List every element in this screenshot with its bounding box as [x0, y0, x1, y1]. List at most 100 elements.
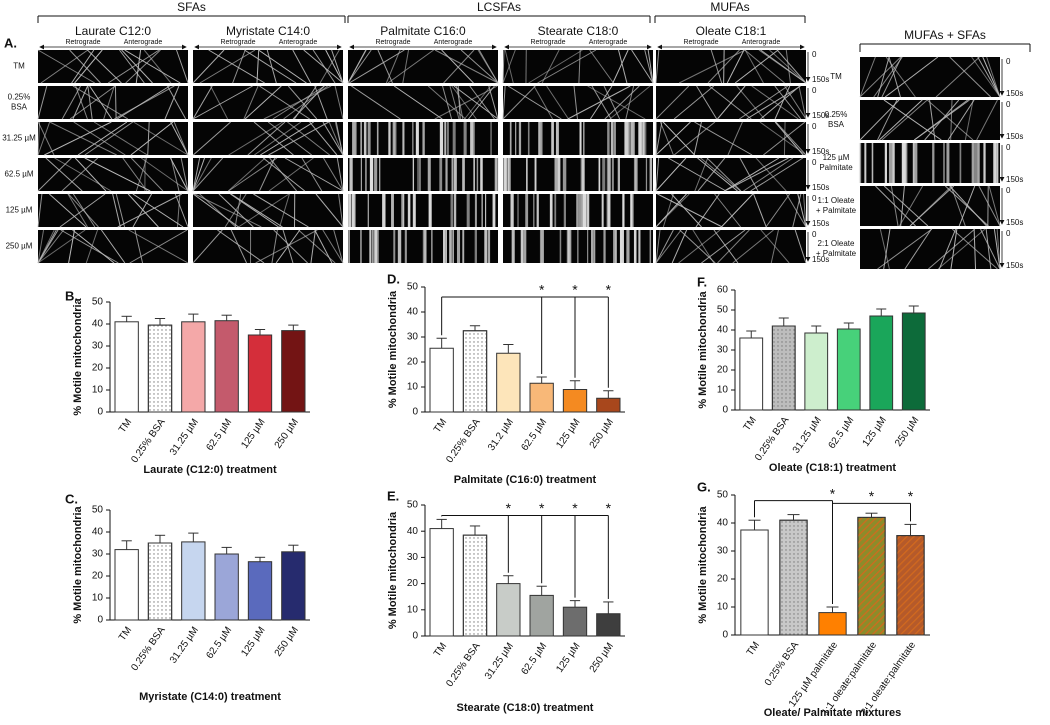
kymograph	[38, 50, 188, 83]
y-axis-label: % Motile mitochondria	[697, 505, 709, 623]
kymograph-track	[208, 49, 265, 84]
time-label: 0	[1006, 143, 1011, 152]
kymograph-track	[714, 193, 742, 228]
kymograph-track	[884, 56, 939, 98]
kymograph-track	[760, 49, 807, 84]
bar	[181, 541, 206, 621]
kymograph-track	[488, 85, 499, 120]
y-tick-label: 10	[92, 593, 104, 604]
kymograph-track	[697, 157, 738, 192]
bar	[429, 347, 454, 413]
y-axis-label: % Motile mitochondria	[387, 511, 399, 629]
kymograph-track	[334, 121, 344, 156]
y-tick-label: 10	[407, 382, 419, 393]
kymograph-track	[259, 157, 276, 192]
kymograph-track	[655, 49, 660, 84]
kymograph-track	[929, 99, 936, 141]
kymograph-track	[258, 49, 307, 84]
kymograph-track	[774, 85, 791, 120]
kymograph-track	[721, 193, 754, 228]
column-label: Palmitate C16:0	[380, 24, 466, 38]
kymograph-track	[950, 185, 966, 227]
kymograph-track	[631, 49, 654, 84]
time-label: 150s	[1006, 132, 1023, 141]
time-label: 150s	[1006, 89, 1023, 98]
kymograph-track	[243, 85, 259, 120]
kymograph-track	[449, 85, 460, 120]
row-label: TM	[13, 62, 25, 71]
kymograph-track	[443, 49, 475, 84]
bar-pattern	[771, 325, 796, 411]
bar	[562, 606, 588, 637]
kymograph-track	[662, 121, 695, 156]
kymograph-track	[115, 193, 126, 228]
kymograph-track	[726, 49, 745, 84]
x-axis-label: Laurate (C12:0) treatment	[143, 464, 277, 476]
kymograph-track	[74, 49, 103, 84]
kymograph-track	[328, 121, 344, 156]
kymograph-track	[127, 193, 159, 228]
kymograph-track	[37, 121, 51, 156]
time-label: 0	[812, 50, 817, 59]
y-tick-label: 40	[92, 319, 104, 330]
panel-label: E.	[387, 488, 399, 503]
kymograph-track	[507, 85, 562, 120]
direction-label: Anterograde	[434, 39, 473, 46]
kymograph-track	[338, 193, 344, 228]
y-tick-label: 30	[717, 546, 729, 557]
x-tick-label: 31.25 µM	[168, 417, 201, 458]
kymograph-track	[618, 49, 628, 84]
bar	[247, 334, 273, 413]
kymograph-track	[176, 193, 181, 228]
y-tick-label: 20	[717, 365, 729, 376]
kymograph-track	[464, 85, 492, 120]
kymograph-track	[135, 157, 148, 192]
kymograph-track	[173, 121, 189, 156]
y-tick-label: 20	[717, 574, 729, 585]
kymograph-track	[567, 85, 631, 120]
kymograph-track	[541, 49, 560, 84]
kymograph-track	[717, 229, 750, 264]
y-tick-label: 0	[97, 615, 103, 626]
kymograph-track	[949, 56, 992, 98]
panel-label: G.	[697, 479, 711, 494]
kymograph-track	[655, 121, 691, 156]
kymograph-track	[457, 85, 461, 120]
kymograph-track	[671, 193, 702, 228]
kymograph-track	[72, 193, 96, 228]
y-tick-label: 30	[92, 549, 104, 560]
significance-star: *	[539, 500, 545, 516]
x-tick-label: 31.2 µM	[486, 417, 516, 453]
kymograph-track	[218, 193, 254, 228]
kymograph-track	[192, 229, 223, 264]
group-label: MUFAs	[710, 0, 749, 14]
kymograph-track	[348, 49, 405, 84]
kymograph-track	[170, 157, 180, 192]
kymograph-track	[736, 85, 765, 120]
x-tick-label: 62.5 µM	[827, 415, 857, 451]
kymograph-track	[746, 85, 801, 120]
x-tick-label: TM	[432, 417, 449, 435]
kymograph	[860, 186, 1000, 226]
kymograph-track	[881, 99, 928, 141]
x-tick-label: TM	[117, 625, 134, 643]
kymograph-track	[60, 229, 119, 264]
kymograph-track	[537, 49, 597, 84]
kymograph-track	[103, 85, 115, 120]
kymograph-track	[37, 121, 41, 156]
bar	[818, 612, 847, 636]
kymograph-track	[192, 121, 231, 156]
time-label: 150s	[1006, 261, 1023, 270]
kymograph-track	[315, 193, 344, 228]
kymograph-track	[192, 157, 224, 192]
kymograph-track	[589, 85, 613, 120]
kymograph-track	[770, 229, 779, 264]
column-label: Oleate C18:1	[696, 24, 767, 38]
kymograph-track	[727, 121, 743, 156]
kymograph-track	[61, 157, 99, 192]
kymograph-track	[228, 157, 278, 192]
kymograph-track	[272, 85, 325, 120]
x-tick-label: 125 µM	[239, 625, 267, 659]
kymograph-track	[883, 185, 929, 227]
kymograph-track	[180, 157, 189, 192]
